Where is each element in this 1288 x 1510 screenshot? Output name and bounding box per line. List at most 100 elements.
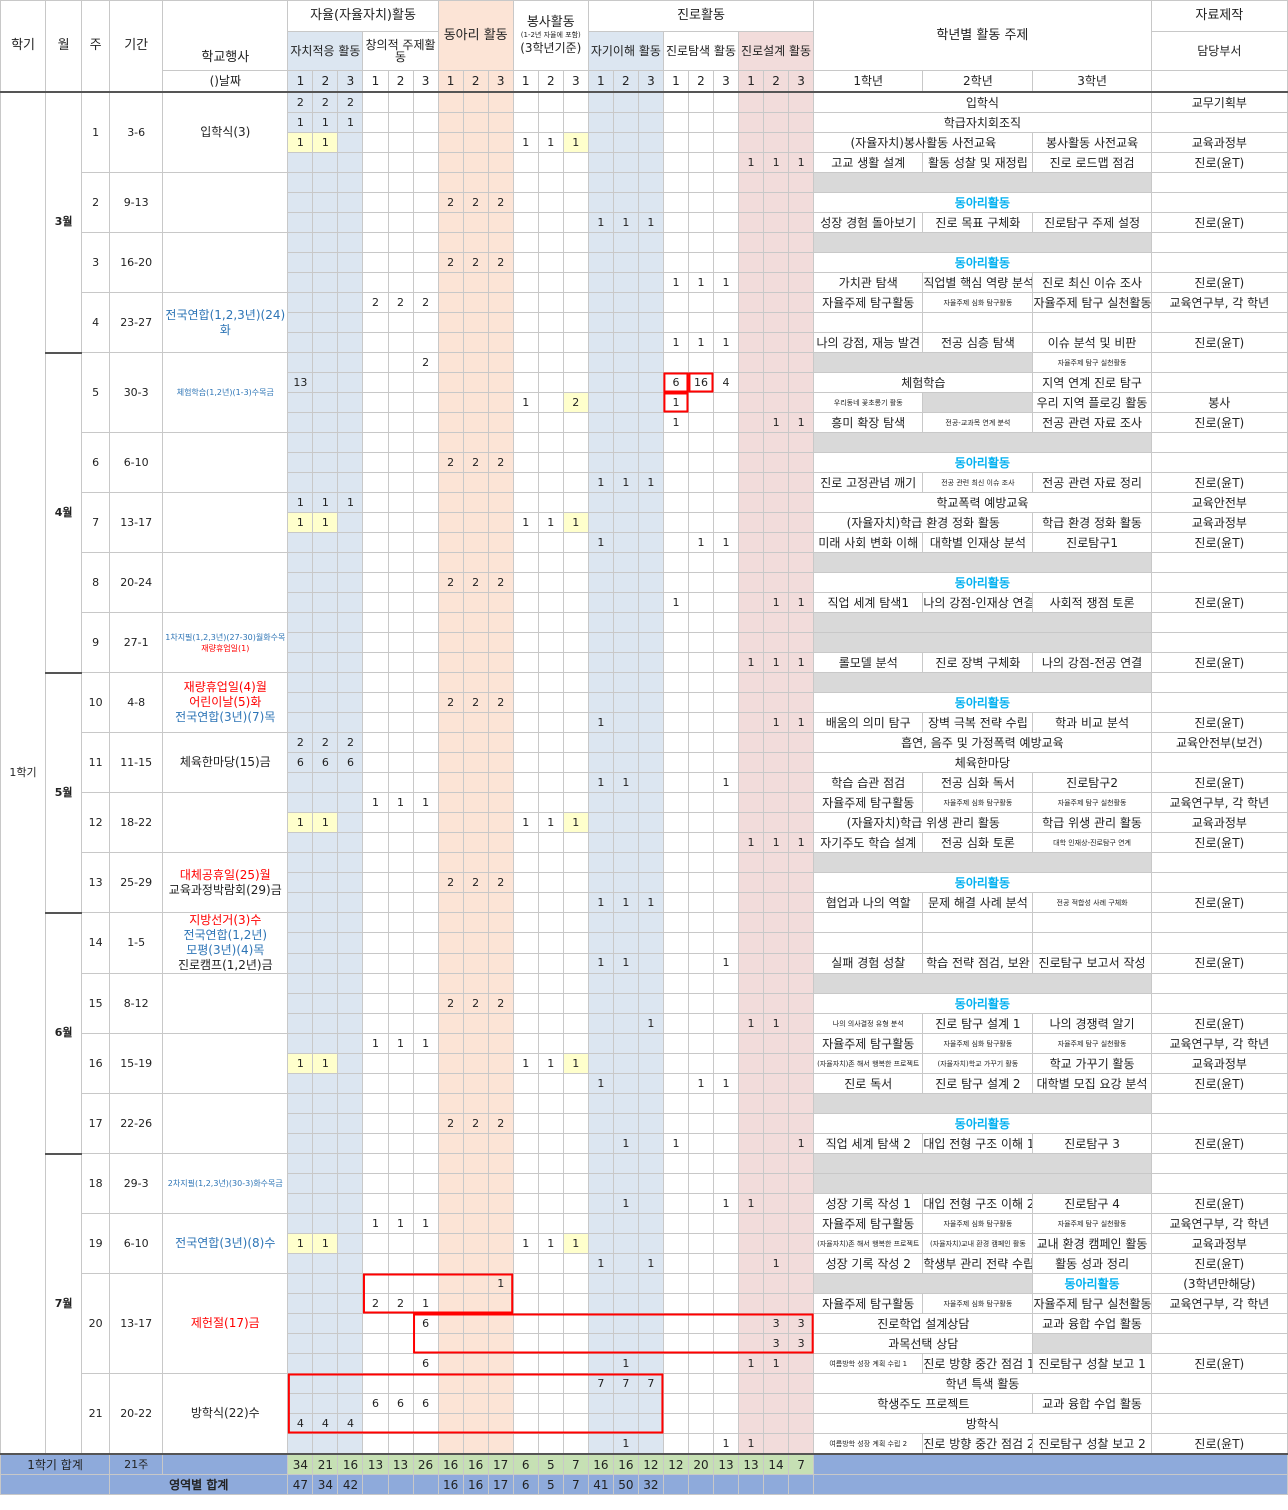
count-cell-d1: [738, 632, 765, 653]
theme-grade1: 롤모델 분석: [813, 652, 924, 673]
count-cell-c1: [437, 732, 464, 753]
theme-grade2: 진로 방향 중간 점검 1: [922, 1353, 1034, 1374]
theme-grade3: 사회적 쟁점 토론: [1032, 592, 1152, 613]
count-cell-r3: 1: [412, 1293, 439, 1314]
count-cell-r3: [412, 732, 439, 753]
dept-cell: [1150, 1113, 1288, 1134]
header-semester: 학기: [0, 0, 47, 93]
count-cell-c2: [462, 1053, 489, 1074]
count-cell-r1: [362, 112, 389, 133]
count-cell-c2: [462, 1413, 489, 1434]
count-cell-c2: [462, 112, 489, 133]
theme-gray: [813, 172, 1152, 193]
count-cell-v2: [537, 832, 564, 853]
count-cell-c2: [462, 152, 489, 173]
week-row: 2 2 2 동아리활동: [1, 993, 1288, 1014]
count-cell-d2: [763, 572, 790, 593]
header-volunteer-title: 봉사활동: [526, 15, 575, 30]
count-cell-e1: [662, 1213, 689, 1234]
count-cell-v2: [537, 1313, 564, 1334]
count-cell-r1: [362, 232, 389, 253]
header-num-v1: 1: [512, 70, 539, 93]
count-cell-e1: [662, 1273, 689, 1294]
count-cell-s1: [587, 1053, 614, 1074]
count-cell-v3: [562, 752, 589, 773]
dept-cell: 진로(윤T): [1150, 832, 1288, 853]
count-cell-r2: [387, 552, 414, 573]
week-period: 20-24: [109, 552, 164, 613]
count-cell-a1: [287, 1073, 314, 1094]
count-cell-r2: [387, 732, 414, 753]
count-cell-r2: [387, 993, 414, 1014]
theme-gray: [813, 1173, 1152, 1194]
semester-label: 1학기: [0, 91, 47, 1455]
count-cell-a1: [287, 1093, 314, 1114]
count-cell-s1: [587, 572, 614, 593]
count-cell-c2: [462, 712, 489, 733]
count-cell-e1: 1: [662, 392, 689, 413]
count-cell-v3: [562, 592, 589, 613]
theme-grade2: 자율주제 심화 탐구활동: [922, 792, 1034, 813]
count-cell-c3: [487, 772, 514, 793]
count-cell-e3: [712, 872, 740, 893]
theme-grade1: 자율주제 탐구활동: [813, 1033, 924, 1054]
week-row: 4월 5 30-3 체험학습(1,2년)(1-3)수목금 2 자율주제 탐구 실천활동: [1, 351, 1288, 673]
count-cell-s2: 1: [612, 952, 639, 975]
count-cell-v2: [537, 1433, 564, 1455]
week-number: 4: [81, 292, 111, 353]
count-cell-a2: [312, 472, 339, 493]
header-num-d1: 1: [738, 70, 765, 93]
count-cell-v3: [562, 1433, 589, 1455]
count-cell-c2: 2: [462, 993, 489, 1014]
count-cell-d1: [738, 772, 765, 793]
count-cell-c3: [487, 512, 514, 533]
count-cell-s2: [612, 172, 639, 193]
count-cell-r3: [412, 91, 439, 113]
count-cell-v1: [512, 1153, 539, 1174]
count-cell-d3: 1: [788, 652, 815, 673]
count-cell-s1: [587, 832, 614, 853]
count-cell-v2: [537, 1153, 564, 1174]
count-cell-d1: [738, 852, 765, 873]
week-number: 8: [81, 552, 111, 613]
theme-gray: [813, 1153, 1152, 1174]
school-events-cell: 체육한마당(15)금: [162, 732, 289, 793]
count-cell-r3: [412, 652, 439, 673]
count-cell-c1: [437, 412, 464, 433]
count-cell-r2: [387, 152, 414, 173]
week-row: 21 20-22 방학식(22)수 7 7 7 학년 특색 활동: [1, 1373, 1288, 1455]
count-cell-d1: [738, 1373, 765, 1394]
count-cell-r3: [412, 1253, 439, 1274]
count-cell-r1: [362, 732, 389, 753]
week-row: 1 1 1 1 1 (자율자치)존 해서 행복한 프로젝트 (자율자치)학교 가꾸기 활동 학…: [1, 1053, 1288, 1074]
theme-grade3: 자율주제 탐구 실천활동: [1032, 1293, 1152, 1314]
count-cell-v2: [537, 952, 564, 975]
area-total-value: 50: [612, 1474, 639, 1495]
count-cell-e2: [687, 1393, 714, 1414]
count-cell-r1: [362, 352, 389, 373]
count-cell-r3: [412, 212, 439, 233]
count-cell-d1: [738, 1213, 765, 1234]
theme-grade1: 진로 독서: [813, 1073, 924, 1094]
count-cell-s1: [587, 232, 614, 253]
total-value: 16: [612, 1453, 639, 1475]
count-cell-e1: [662, 212, 689, 233]
count-cell-v2: [537, 1373, 564, 1394]
count-cell-e3: [712, 1013, 740, 1034]
count-cell-c3: [487, 332, 514, 353]
count-cell-d2: [763, 91, 790, 113]
count-cell-e1: [662, 1353, 689, 1374]
count-cell-r3: [412, 1193, 439, 1214]
count-cell-e1: 1: [662, 1133, 689, 1154]
week-row: 12 18-22 1 1 1 자율주제 탐구활동 자율주제 심화 탐구활동 자율주제 탐구 실…: [1, 792, 1288, 853]
count-cell-d2: [763, 1033, 790, 1054]
count-cell-r2: [387, 932, 414, 954]
count-cell-s3: 1: [637, 892, 664, 913]
header-self-understanding: 자기이해 활동: [587, 31, 664, 71]
count-cell-v2: 1: [537, 812, 564, 833]
theme-grade3: 학교 가꾸기 활동: [1032, 1053, 1152, 1074]
theme-grade3: 진로탐구 보고서 작성: [1032, 952, 1152, 975]
count-cell-a2: 4: [312, 1413, 339, 1434]
count-cell-a2: [312, 1333, 339, 1354]
theme-gray: [813, 552, 1152, 573]
